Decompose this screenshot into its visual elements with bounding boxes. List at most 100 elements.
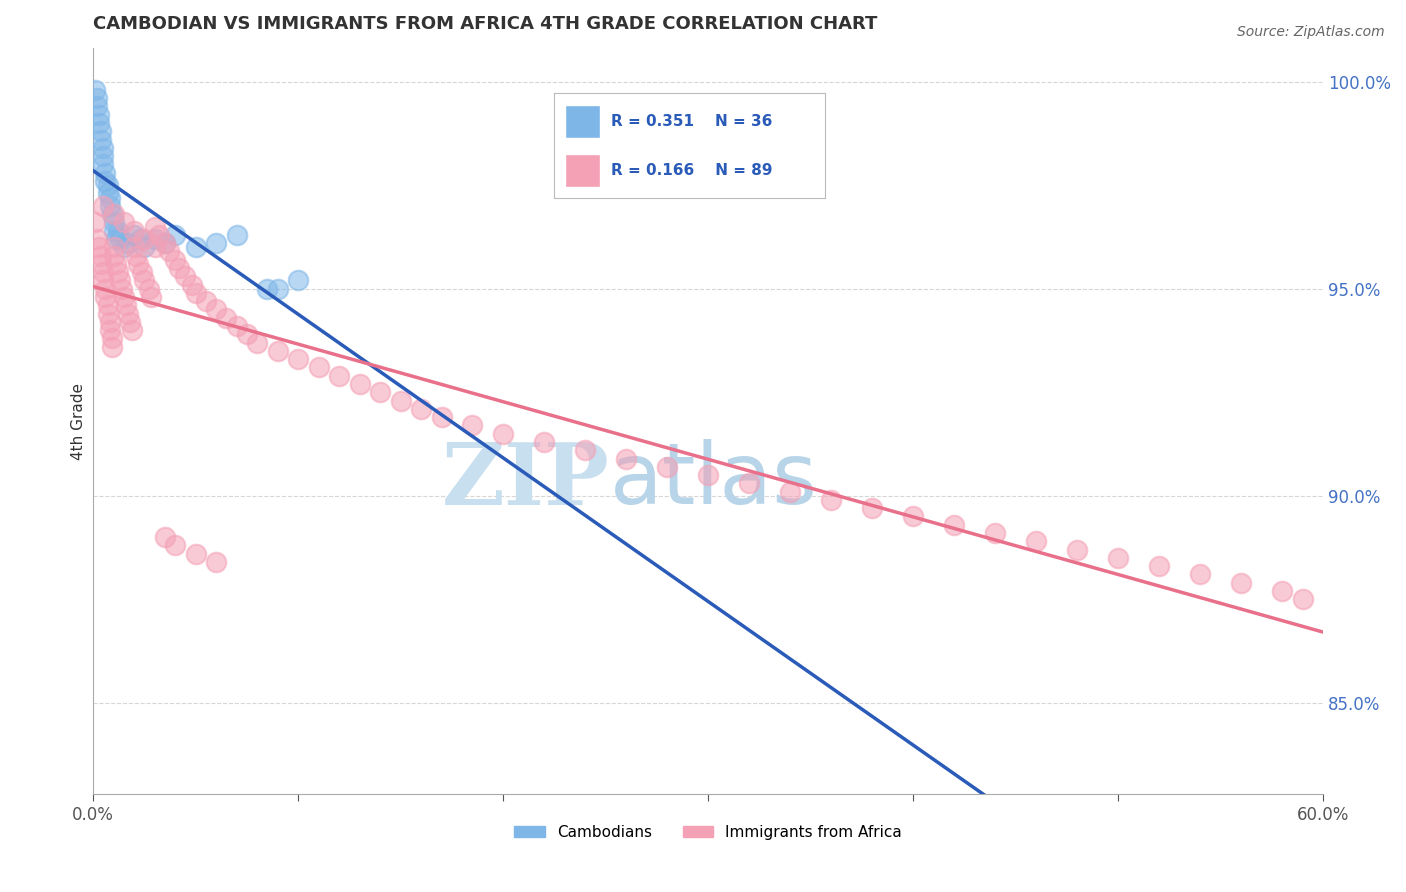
- Point: [89, 108, 111, 122]
- Point: [98, 190, 121, 204]
- Point: [98, 323, 121, 337]
- Point: [96, 298, 118, 312]
- Point: [1025, 534, 1047, 549]
- Point: [1189, 567, 1212, 582]
- Point: [90, 248, 112, 262]
- Point: [129, 232, 152, 246]
- Point: [94, 290, 117, 304]
- Point: [98, 199, 121, 213]
- Point: [148, 227, 170, 242]
- Point: [287, 352, 309, 367]
- Point: [98, 315, 121, 329]
- Point: [153, 530, 176, 544]
- Point: [122, 240, 145, 254]
- Point: [165, 252, 187, 267]
- Point: [1291, 592, 1313, 607]
- Point: [117, 236, 139, 251]
- Point: [1107, 550, 1129, 565]
- Point: [93, 149, 115, 163]
- Point: [96, 186, 118, 201]
- Point: [1271, 584, 1294, 599]
- Point: [157, 244, 180, 259]
- Point: [349, 376, 371, 391]
- Point: [169, 260, 191, 275]
- Point: [89, 116, 111, 130]
- Point: [256, 282, 278, 296]
- Point: [120, 315, 142, 329]
- Point: [100, 331, 122, 345]
- Point: [184, 285, 207, 300]
- Point: [134, 240, 156, 254]
- Point: [194, 294, 217, 309]
- Point: [90, 132, 112, 146]
- Point: [779, 484, 801, 499]
- Point: [143, 232, 166, 246]
- Point: [117, 306, 139, 320]
- Point: [205, 236, 228, 251]
- Point: [131, 265, 153, 279]
- Point: [533, 434, 555, 449]
- Point: [121, 323, 143, 337]
- Point: [139, 290, 162, 304]
- Point: [96, 178, 118, 193]
- Point: [328, 368, 350, 383]
- Point: [143, 240, 166, 254]
- Point: [943, 517, 966, 532]
- Point: [94, 166, 117, 180]
- Point: [90, 257, 112, 271]
- Point: [184, 240, 207, 254]
- Point: [103, 207, 125, 221]
- Point: [134, 273, 156, 287]
- Point: [84, 83, 107, 97]
- Point: [184, 547, 207, 561]
- Point: [368, 385, 391, 400]
- Point: [153, 236, 176, 251]
- Point: [1147, 559, 1170, 574]
- Point: [134, 232, 156, 246]
- Point: [96, 306, 118, 320]
- Point: [108, 273, 131, 287]
- Point: [225, 227, 247, 242]
- Point: [738, 476, 761, 491]
- Point: [225, 318, 247, 333]
- Point: [94, 174, 117, 188]
- Point: [122, 224, 145, 238]
- Point: [94, 282, 117, 296]
- Point: [266, 282, 288, 296]
- Point: [180, 277, 202, 292]
- Point: [461, 418, 484, 433]
- Point: [205, 302, 228, 317]
- Point: [411, 401, 433, 416]
- Point: [143, 219, 166, 234]
- Point: [112, 290, 135, 304]
- Point: [308, 360, 330, 375]
- Point: [122, 227, 145, 242]
- Point: [697, 468, 720, 483]
- Point: [153, 236, 176, 251]
- Point: [246, 335, 269, 350]
- Point: [115, 298, 138, 312]
- Point: [127, 257, 149, 271]
- Text: ZIP: ZIP: [441, 439, 610, 523]
- Text: atlas: atlas: [610, 440, 818, 523]
- Text: CAMBODIAN VS IMMIGRANTS FROM AFRICA 4TH GRADE CORRELATION CHART: CAMBODIAN VS IMMIGRANTS FROM AFRICA 4TH …: [93, 15, 877, 33]
- Point: [112, 215, 135, 229]
- Point: [84, 215, 107, 229]
- Point: [430, 410, 453, 425]
- Legend: Cambodians, Immigrants from Africa: Cambodians, Immigrants from Africa: [508, 819, 908, 846]
- Point: [86, 99, 108, 113]
- Point: [820, 492, 842, 507]
- Point: [103, 240, 125, 254]
- Point: [108, 232, 131, 246]
- Point: [138, 282, 160, 296]
- Point: [107, 224, 129, 238]
- Point: [165, 539, 187, 553]
- Point: [89, 240, 111, 254]
- Point: [984, 526, 1007, 541]
- Point: [103, 215, 125, 229]
- Point: [100, 340, 122, 354]
- Point: [574, 443, 596, 458]
- Point: [90, 124, 112, 138]
- Point: [657, 459, 679, 474]
- Point: [389, 393, 412, 408]
